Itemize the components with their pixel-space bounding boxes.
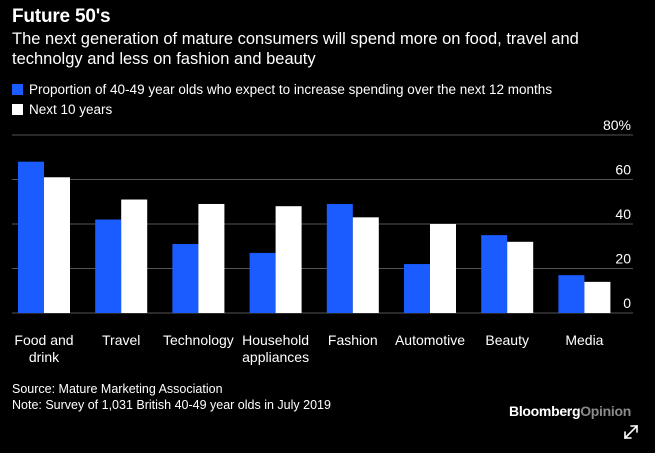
- source-text: Source: Mature Marketing Association: [12, 382, 223, 396]
- bar-series-2: [121, 199, 148, 313]
- bar-series-2: [198, 203, 225, 313]
- bar-series-1: [95, 219, 122, 313]
- note-text: Note: Survey of 1,031 British 40-49 year…: [12, 398, 331, 412]
- chart-subtitle: The next generation of mature consumers …: [12, 30, 579, 68]
- y-tick-label: 0: [623, 295, 631, 311]
- bar-series-2: [275, 206, 302, 313]
- expand-arrows-icon[interactable]: [621, 422, 641, 442]
- chart-footnote: Source: Mature Marketing Association Not…: [12, 381, 331, 413]
- bar-series-1: [404, 264, 430, 313]
- bar-series-1: [558, 275, 585, 313]
- y-tick-label: 80%: [603, 117, 631, 133]
- x-category-label: Travel: [102, 332, 140, 348]
- y-tick-label: 20: [615, 251, 631, 267]
- x-category-label: Household appliances: [242, 332, 309, 365]
- x-category-label: Food and drink: [14, 332, 73, 365]
- legend-label-series-2: Next 10 years: [29, 102, 113, 117]
- legend-swatch-white: [12, 104, 23, 115]
- legend-item-series-1: Proportion of 40-49 year olds who expect…: [12, 82, 552, 97]
- bar-series-1: [249, 252, 276, 313]
- y-tick-label: 60: [615, 162, 631, 178]
- x-category-label: Technology: [163, 332, 234, 348]
- bar-series-2: [352, 217, 379, 313]
- brand-accent: Opinion: [580, 403, 631, 419]
- x-category-label: Fashion: [328, 332, 378, 348]
- x-category-label: Automotive: [395, 332, 465, 348]
- legend-label-series-1: Proportion of 40-49 year olds who expect…: [29, 82, 553, 97]
- brand-main: Bloomberg: [509, 403, 581, 419]
- x-category-label: Media: [565, 332, 603, 348]
- x-category-label: Beauty: [485, 332, 529, 348]
- bar-series-2: [584, 281, 611, 313]
- legend-swatch-blue: [12, 84, 23, 95]
- chart-title: Future 50's: [12, 6, 111, 27]
- y-tick-label: 40: [615, 206, 631, 222]
- bar-series-2: [44, 177, 70, 313]
- bar-series-1: [481, 235, 508, 313]
- bloomberg-opinion-logo: BloombergOpinion: [509, 403, 631, 419]
- bar-series-1: [172, 244, 199, 313]
- bar-series-2: [507, 241, 534, 313]
- bar-series-1: [326, 203, 353, 313]
- bar-series-1: [18, 161, 44, 313]
- legend-item-series-2: Next 10 years: [12, 102, 112, 117]
- bar-series-2: [430, 224, 456, 313]
